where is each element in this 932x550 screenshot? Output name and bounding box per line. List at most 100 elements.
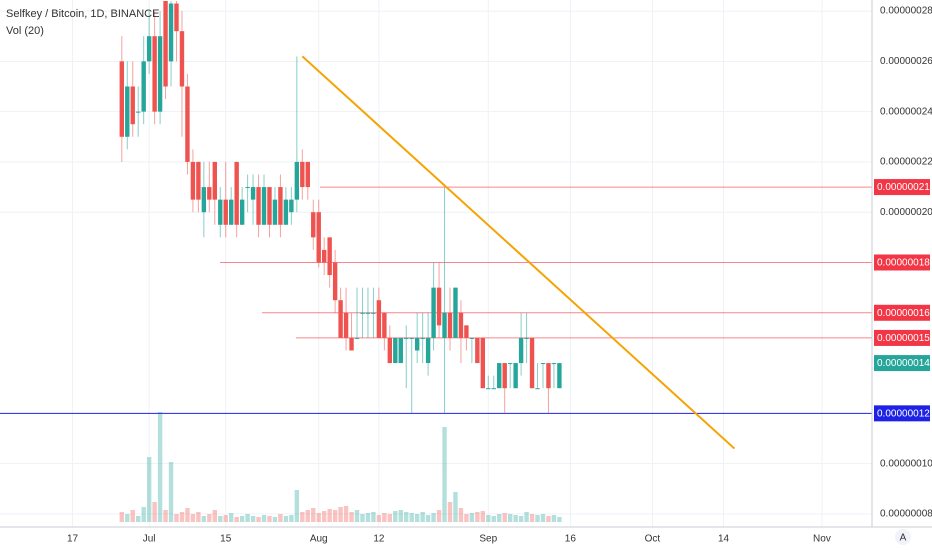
volume-bar bbox=[458, 508, 464, 522]
volume-bar bbox=[185, 508, 190, 522]
volume-bar bbox=[546, 516, 551, 522]
volume-bar bbox=[491, 516, 496, 522]
volume-bar bbox=[130, 510, 135, 522]
volume-bar bbox=[267, 516, 272, 522]
candle-body bbox=[365, 312, 371, 314]
candle-body bbox=[267, 187, 272, 225]
candle-body bbox=[294, 161, 300, 200]
volume-bar bbox=[136, 516, 141, 522]
level-label-box bbox=[874, 355, 930, 372]
volume-bar bbox=[425, 515, 431, 522]
x-tick-label: Nov bbox=[813, 534, 831, 545]
candle-body bbox=[442, 312, 447, 338]
candle-body bbox=[338, 300, 343, 338]
candle-body bbox=[300, 161, 305, 188]
level-label-box bbox=[874, 405, 930, 422]
volume-bar bbox=[294, 490, 300, 522]
candle-body bbox=[404, 337, 409, 339]
candle-body bbox=[283, 199, 289, 225]
volume-bar bbox=[540, 514, 546, 522]
y-tick-label: 0.00000024 bbox=[880, 106, 932, 117]
candle-body bbox=[196, 161, 201, 200]
volume-bar bbox=[163, 510, 168, 522]
candle-body bbox=[229, 199, 234, 225]
candle-body bbox=[201, 187, 207, 213]
candle-body bbox=[250, 187, 256, 200]
y-tick-label: 0.00000028 bbox=[880, 6, 932, 17]
volume-bar bbox=[300, 512, 305, 522]
volume-bar bbox=[174, 514, 179, 522]
grid bbox=[0, 0, 872, 527]
volume-bar bbox=[513, 515, 518, 522]
candle-body bbox=[125, 86, 130, 137]
volume-bar bbox=[146, 457, 152, 522]
candle-body bbox=[486, 388, 491, 390]
y-tick-label: 0.00000008 bbox=[880, 509, 932, 520]
candle-body bbox=[409, 337, 414, 339]
volume-bar bbox=[393, 511, 398, 522]
candle-body bbox=[502, 363, 507, 389]
volume-bar bbox=[420, 512, 425, 522]
volume-bar bbox=[453, 492, 458, 522]
volume-bar bbox=[436, 510, 442, 522]
candle-body bbox=[256, 187, 261, 225]
candle-body bbox=[507, 363, 513, 365]
volume-bar bbox=[486, 515, 491, 522]
candle-body bbox=[475, 337, 480, 364]
candle-body bbox=[157, 36, 163, 112]
candle-body bbox=[185, 86, 190, 162]
candle-body bbox=[376, 300, 382, 338]
volume-bar bbox=[157, 412, 163, 522]
candle-body bbox=[524, 337, 529, 339]
volume-bar bbox=[409, 513, 414, 522]
chart-title: Selfkey / Bitcoin, 1D, BINANCE bbox=[6, 8, 159, 20]
volume-bar bbox=[524, 512, 529, 522]
volume-bar bbox=[311, 508, 316, 522]
candle-body bbox=[130, 86, 135, 125]
volume-bar bbox=[387, 514, 393, 522]
candle-body bbox=[557, 363, 562, 389]
volume-bar bbox=[245, 514, 250, 522]
volume-bar bbox=[382, 513, 387, 522]
candle-body bbox=[491, 388, 496, 390]
volume-bar bbox=[256, 517, 261, 522]
volume-bar bbox=[404, 512, 409, 522]
y-tick-label: 0.00000026 bbox=[880, 56, 932, 67]
volume-bar bbox=[305, 510, 310, 522]
volume-bar bbox=[332, 510, 338, 522]
candle-body bbox=[458, 312, 464, 338]
candle-body bbox=[272, 199, 278, 225]
level-label: 0.00000016 bbox=[877, 308, 930, 319]
volume-bar bbox=[152, 502, 157, 522]
volume-bar bbox=[349, 512, 354, 522]
candle-body bbox=[239, 199, 245, 225]
candle-body bbox=[431, 287, 436, 338]
volume-bar bbox=[414, 514, 420, 522]
volume-bar bbox=[354, 510, 360, 522]
candle-body bbox=[393, 337, 398, 364]
volume-bar bbox=[239, 516, 245, 522]
candle-body bbox=[136, 111, 141, 113]
candle-body bbox=[480, 337, 486, 389]
level-label: 0.00000021 bbox=[877, 182, 930, 193]
auto-scale-label[interactable]: A bbox=[900, 533, 907, 544]
auto-scale-button[interactable] bbox=[895, 529, 911, 545]
candle-body bbox=[278, 187, 283, 225]
volume-bar bbox=[212, 510, 217, 522]
volume-bar bbox=[321, 511, 327, 522]
volume-bar bbox=[141, 507, 146, 522]
x-tick-label: Sep bbox=[479, 534, 497, 545]
volume-bar bbox=[464, 514, 469, 522]
candle-body bbox=[207, 187, 212, 200]
volume-bar bbox=[229, 513, 234, 522]
plot bbox=[0, 1, 872, 522]
candle-body bbox=[354, 337, 360, 339]
candle-body bbox=[529, 337, 535, 389]
volume-bar bbox=[327, 509, 332, 522]
volume-bar bbox=[360, 514, 365, 522]
volume-bar bbox=[442, 427, 447, 522]
volume-bar bbox=[316, 513, 321, 522]
volume-bar bbox=[557, 517, 562, 522]
candle-body bbox=[425, 337, 431, 364]
